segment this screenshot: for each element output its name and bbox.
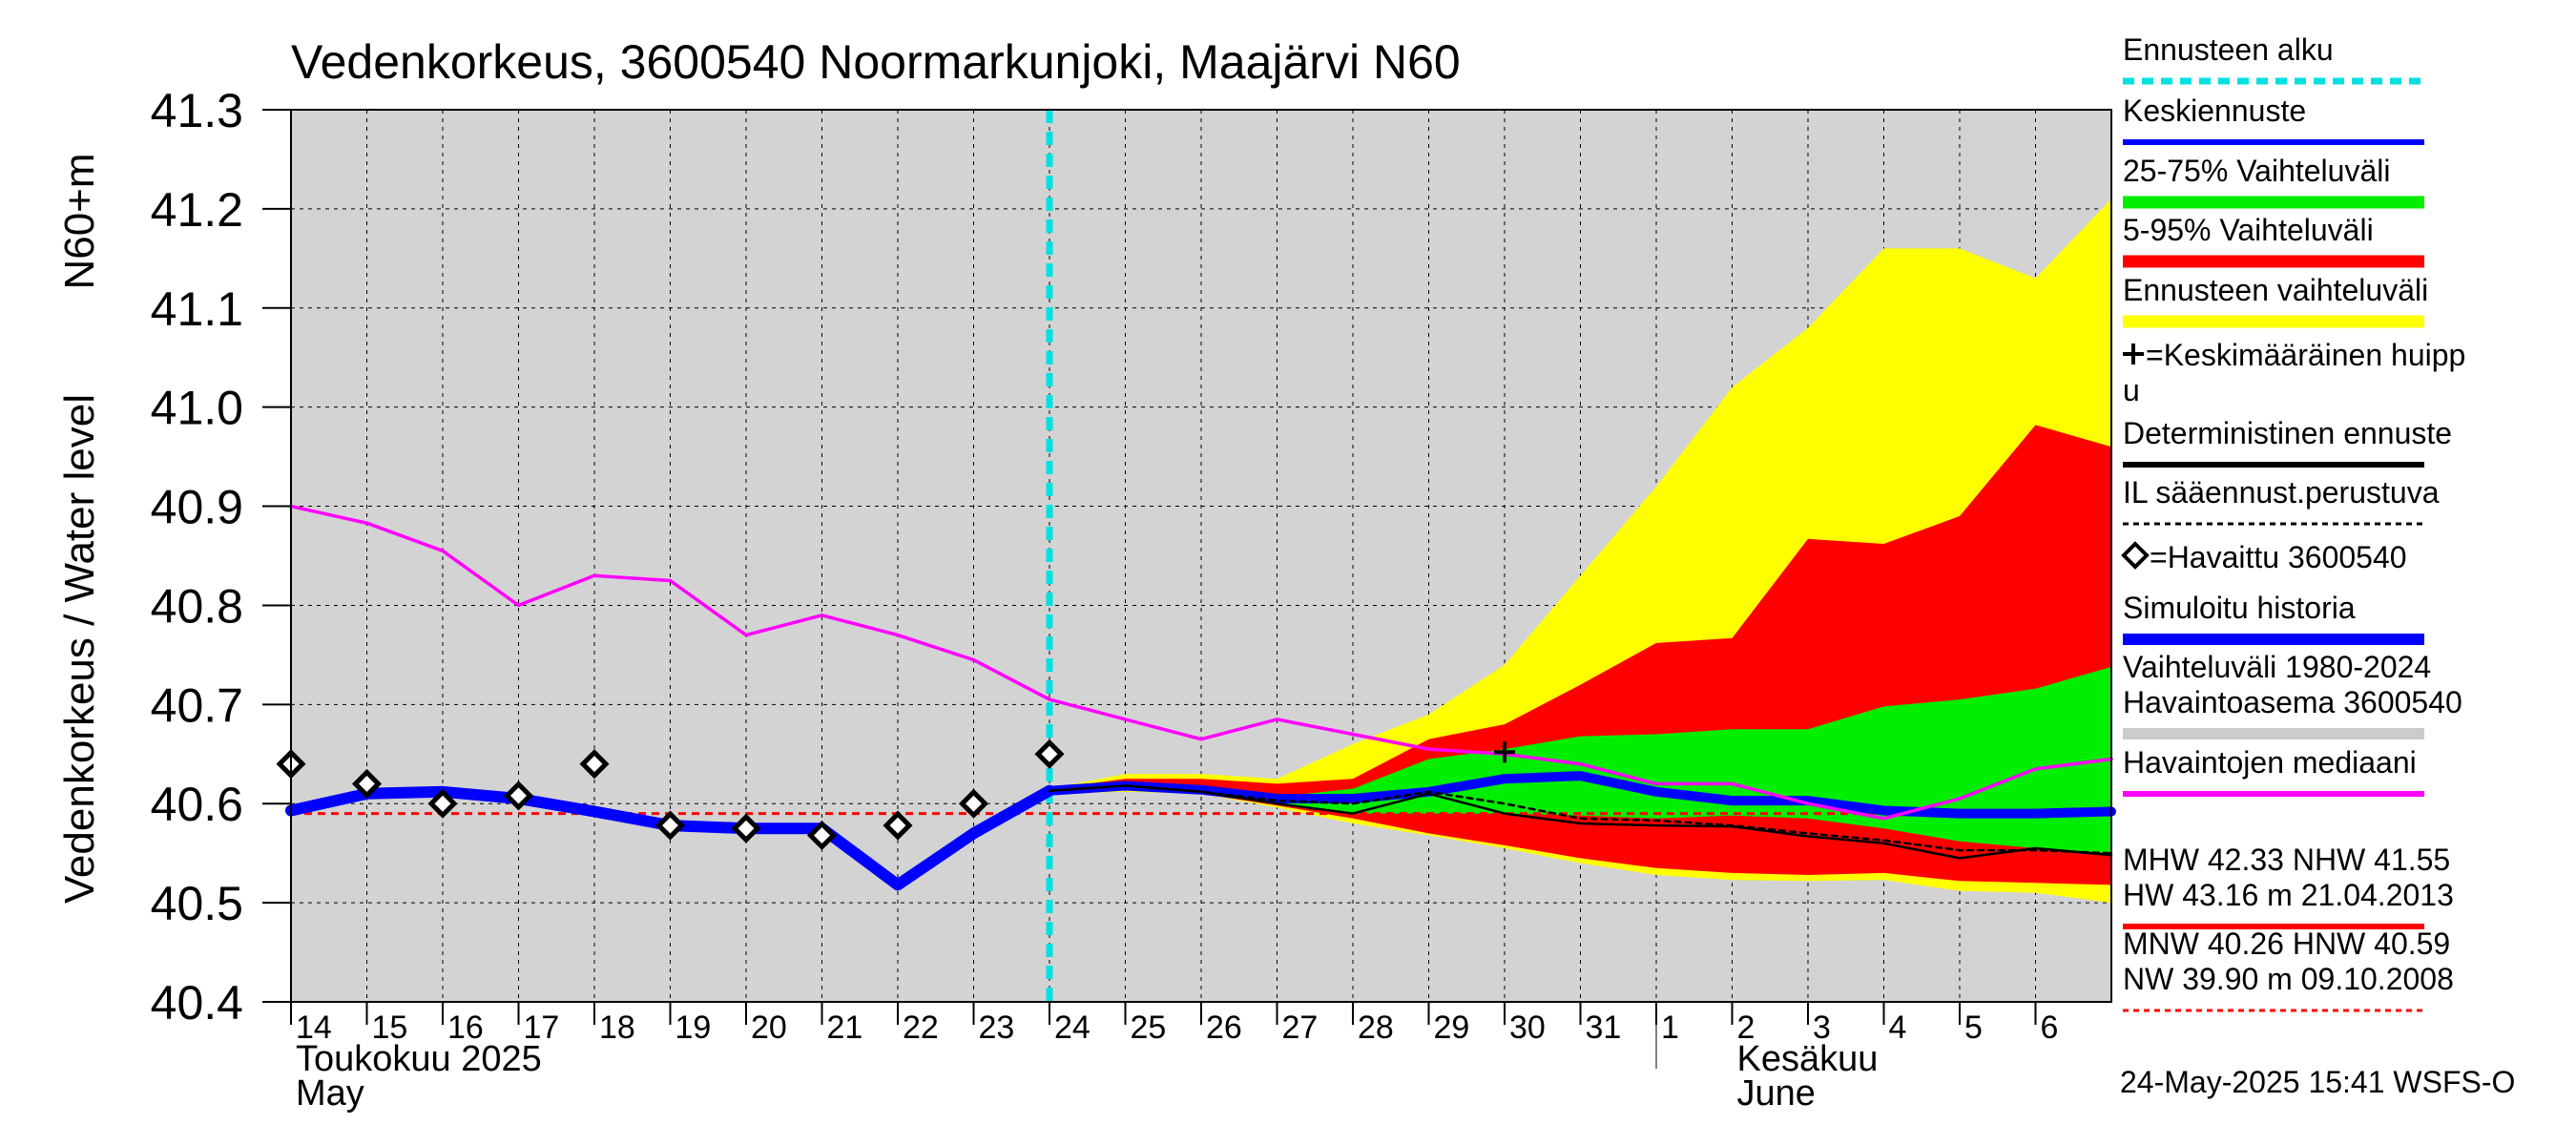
legend-label: Vaihteluväli 1980-2024	[2123, 650, 2431, 684]
x-tick-label: 19	[675, 1010, 712, 1046]
x-tick-label: 1	[1661, 1010, 1679, 1046]
x-tick-label: 28	[1358, 1010, 1394, 1046]
x-tick-label: 25	[1131, 1010, 1167, 1046]
legend-label: Havaintojen mediaani	[2123, 745, 2417, 780]
legend: Ennusteen alku Keskiennuste 25-75% Vaihtel…	[2121, 32, 2465, 1012]
x-tick-label: 23	[979, 1010, 1015, 1046]
mean-forecast-line	[1045, 771, 2116, 819]
observed-point	[351, 768, 383, 799]
month-label-en: June	[1737, 1073, 1816, 1114]
observed-point	[883, 810, 913, 841]
legend-label: IL sääennust.perustuva	[2123, 475, 2440, 510]
legend-label: MNW 40.26 HNW 40.59	[2123, 926, 2450, 961]
month-label-en: May	[296, 1073, 364, 1114]
legend-label-line2: Havaintoasema 3600540	[2123, 685, 2462, 719]
y-tick-label: 40.8	[151, 579, 243, 633]
weather-forecast-line	[1048, 784, 2113, 855]
legend-label: Simuloitu historia	[2123, 591, 2356, 625]
y-tick-label: 41.3	[151, 84, 243, 137]
footer-timestamp: 24-May-2025 15:41 WSFS-O	[2120, 1065, 2515, 1099]
observed-point	[958, 788, 989, 819]
y-tick-label: 40.4	[151, 976, 243, 1030]
legend-label: =Havaittu 3600540	[2150, 540, 2407, 574]
x-tick-label: 31	[1586, 1010, 1622, 1046]
x-tick-label: 29	[1434, 1010, 1470, 1046]
x-tick-label: 18	[599, 1010, 635, 1046]
x-tick-label: 15	[372, 1010, 408, 1046]
legend-label-line2: NW 39.90 m 09.10.2008	[2123, 962, 2454, 996]
x-tick-label: 27	[1282, 1010, 1319, 1046]
observed-point	[427, 788, 458, 819]
deterministic-forecast-line	[1048, 784, 2113, 860]
x-tick-label: 21	[827, 1010, 863, 1046]
x-tick-label: 24	[1054, 1010, 1091, 1046]
x-tick-label: 17	[524, 1010, 560, 1046]
y-tick-label: 40.7	[151, 678, 243, 732]
legend-diamond-icon	[2121, 541, 2150, 570]
x-tick-label: 22	[903, 1010, 939, 1046]
x-tick-label: 26	[1206, 1010, 1242, 1046]
y-tick-label: 41.2	[151, 183, 243, 237]
observed-point	[806, 820, 838, 851]
legend-label: Ennusteen alku	[2123, 32, 2334, 67]
axes: 41.3 41.2 41.1 41.0 40.9 40.8 40.7 40.6 40.5 40.4…	[151, 84, 2059, 1114]
legend-label-line2: HW 43.16 m 21.04.2013	[2123, 878, 2454, 912]
x-tick-label: 16	[447, 1010, 484, 1046]
month-label-fi: Toukokuu 2025	[296, 1039, 542, 1079]
y-axis-label-secondary: N60+m	[56, 153, 103, 289]
legend-plus-icon	[2123, 344, 2144, 364]
observed-point	[1034, 739, 1065, 769]
y-tick-label: 40.9	[151, 481, 243, 534]
observation-median-line	[289, 504, 2113, 821]
y-axis-label-primary: Vedenkorkeus / Water level	[56, 394, 103, 904]
legend-label: Ennusteen vaihteluväli	[2123, 273, 2428, 307]
observed-point	[731, 813, 761, 843]
x-tick-label: 30	[1509, 1010, 1546, 1046]
observed-point	[579, 749, 610, 780]
y-tick-label: 40.5	[151, 877, 243, 930]
chart-title: Vedenkorkeus, 3600540 Noormarkunjoki, Ma…	[291, 35, 1461, 89]
observed-point	[654, 810, 686, 841]
legend-label: =Keskimääräinen huipp	[2146, 338, 2465, 372]
x-tick-label: 3	[1813, 1010, 1831, 1046]
legend-label: Deterministinen ennuste	[2123, 416, 2452, 450]
legend-label: 25-75% Vaihteluväli	[2123, 154, 2390, 188]
x-tick-label: 2	[1737, 1010, 1755, 1046]
y-tick-label: 41.1	[151, 282, 243, 336]
mean-peak-marker	[1494, 741, 1515, 763]
x-tick-label: 6	[2041, 1010, 2059, 1046]
observed-point	[503, 781, 534, 811]
x-tick-label: 5	[1964, 1010, 1983, 1046]
legend-label: MHW 42.33 NHW 41.55	[2123, 843, 2450, 877]
y-tick-label: 40.6	[151, 778, 243, 831]
x-tick-label: 4	[1889, 1010, 1907, 1046]
legend-label: 5-95% Vaihteluväli	[2123, 213, 2374, 247]
x-tick-label: 14	[296, 1010, 332, 1046]
month-label-fi: Kesäkuu	[1737, 1039, 1879, 1079]
x-tick-label: 20	[751, 1010, 787, 1046]
legend-label-line2: u	[2123, 373, 2140, 407]
legend-label: Keskiennuste	[2123, 94, 2306, 128]
y-tick-label: 41.0	[151, 382, 243, 435]
